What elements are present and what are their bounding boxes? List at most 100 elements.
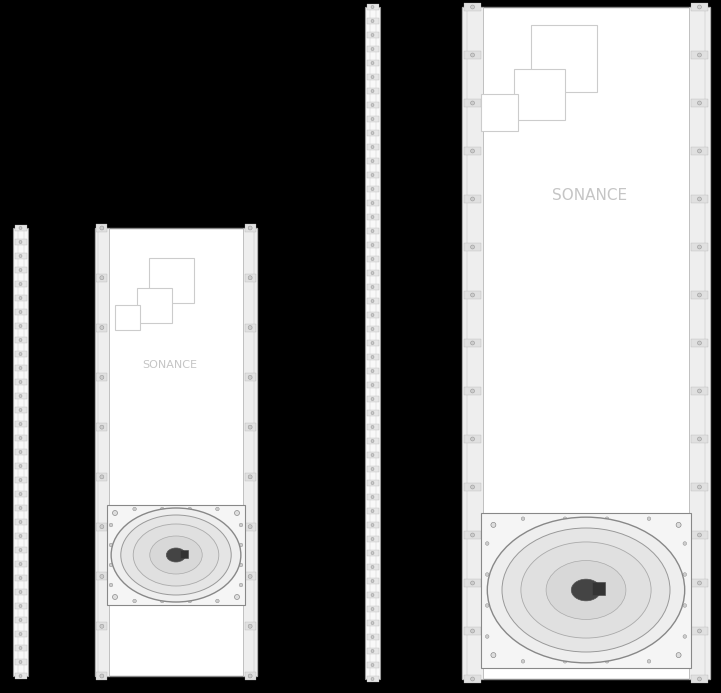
Circle shape [371,412,374,414]
Circle shape [133,507,136,511]
Circle shape [248,574,252,579]
Circle shape [371,229,374,232]
Circle shape [491,523,496,527]
Circle shape [371,538,374,541]
Circle shape [371,159,374,162]
Circle shape [19,367,22,369]
Circle shape [697,5,702,9]
Circle shape [19,647,22,649]
Bar [366,466,379,472]
Circle shape [239,523,243,527]
Circle shape [676,653,681,658]
Circle shape [471,389,474,393]
Bar [149,258,194,304]
Bar [14,673,27,679]
Bar [14,519,27,525]
Bar [115,305,141,330]
Circle shape [521,660,525,663]
Bar [464,147,481,155]
Circle shape [697,533,702,537]
Bar [14,337,27,343]
Circle shape [676,523,681,527]
Circle shape [188,507,192,511]
Circle shape [697,53,702,57]
Circle shape [188,599,192,603]
Bar [366,102,379,108]
Bar [366,438,379,444]
Circle shape [19,283,22,286]
Circle shape [563,660,567,663]
Circle shape [697,341,702,345]
Circle shape [371,19,374,22]
Bar [97,572,107,581]
Bar [366,648,379,654]
Circle shape [248,376,252,379]
Bar [97,274,107,282]
Circle shape [471,341,474,345]
Bar [244,274,256,282]
Bar [366,116,379,122]
Bar [464,483,481,491]
Circle shape [19,338,22,342]
Ellipse shape [167,548,186,562]
Circle shape [100,574,104,579]
Bar [366,60,379,66]
Bar [366,214,379,220]
Text: SONANCE: SONANCE [552,188,627,202]
Circle shape [19,590,22,593]
Circle shape [19,604,22,608]
Bar [244,374,256,381]
Circle shape [485,572,489,577]
Bar [464,435,481,443]
Circle shape [371,523,374,527]
Bar [366,88,379,94]
Circle shape [19,394,22,398]
Bar [366,396,379,402]
Circle shape [248,624,252,629]
Bar [691,339,708,347]
Bar [97,324,107,331]
Circle shape [248,674,252,678]
Bar [464,675,481,683]
Circle shape [371,89,374,92]
Bar [366,536,379,542]
Circle shape [371,622,374,624]
Bar [97,523,107,531]
Bar [366,4,379,10]
Bar [366,634,379,640]
Circle shape [471,437,474,441]
Bar [366,326,379,332]
Bar [14,351,27,357]
Circle shape [239,584,243,587]
Bar [14,393,27,399]
Circle shape [100,376,104,379]
Circle shape [109,523,112,527]
Circle shape [471,629,474,633]
Bar [244,572,256,581]
Bar [691,531,708,539]
Circle shape [19,618,22,622]
Ellipse shape [133,524,218,586]
Bar [366,382,379,388]
Circle shape [371,453,374,457]
Bar [691,291,708,299]
Circle shape [371,468,374,471]
Circle shape [683,572,686,577]
Circle shape [19,380,22,383]
Circle shape [471,581,474,585]
Bar [95,228,257,676]
Circle shape [19,660,22,663]
Circle shape [19,577,22,579]
Bar [464,579,481,587]
Circle shape [19,507,22,509]
Circle shape [371,649,374,653]
Circle shape [697,293,702,297]
Ellipse shape [150,536,202,574]
Bar [464,387,481,395]
Circle shape [485,635,489,638]
Circle shape [371,103,374,107]
Bar [691,675,708,683]
Bar [366,662,379,668]
Bar [366,522,379,528]
Circle shape [471,197,474,201]
